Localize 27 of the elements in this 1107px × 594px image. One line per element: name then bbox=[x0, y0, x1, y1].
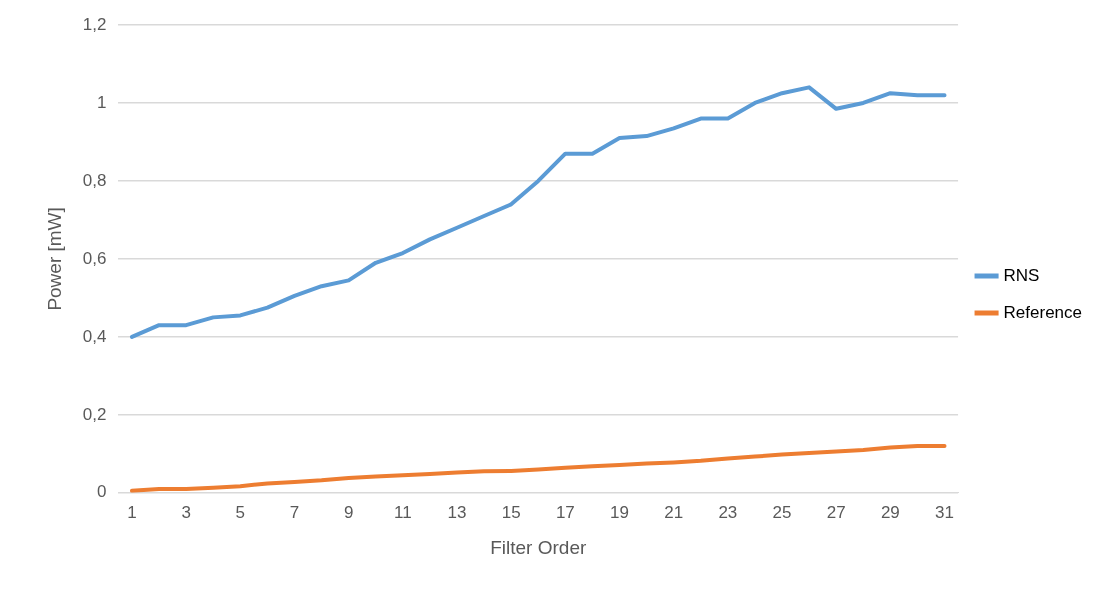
y-tick-label: 0,4 bbox=[82, 326, 107, 346]
y-tick-label: 0,8 bbox=[82, 170, 107, 190]
x-tick-label: 27 bbox=[826, 502, 846, 522]
x-tick-label: 29 bbox=[880, 502, 900, 522]
legend-label: Reference bbox=[1003, 302, 1082, 322]
x-tick-label: 21 bbox=[664, 502, 684, 522]
x-tick-label: 23 bbox=[718, 502, 738, 522]
x-tick-label: 1 bbox=[127, 502, 137, 522]
y-tick-label: 0 bbox=[96, 482, 107, 502]
x-tick-label: 25 bbox=[772, 502, 792, 522]
y-tick-label: 1,2 bbox=[82, 14, 107, 34]
y-tick-label: 0,2 bbox=[82, 404, 107, 424]
x-tick-label: 13 bbox=[447, 502, 467, 522]
x-tick-label: 17 bbox=[555, 502, 575, 522]
x-tick-label: 19 bbox=[610, 502, 629, 522]
x-tick-label: 5 bbox=[235, 502, 246, 522]
x-tick-label: 15 bbox=[501, 502, 521, 522]
y-tick-label: 0,6 bbox=[82, 248, 107, 268]
x-axis-title: Filter Order bbox=[490, 536, 587, 558]
x-tick-label: 9 bbox=[343, 502, 354, 522]
x-tick-label: 11 bbox=[394, 502, 412, 522]
legend-label: RNS bbox=[1003, 265, 1040, 285]
y-tick-label: 1 bbox=[96, 92, 107, 112]
x-tick-label: 7 bbox=[289, 502, 300, 522]
x-tick-label: 31 bbox=[935, 502, 954, 522]
y-axis-title: Power [mW] bbox=[43, 207, 65, 311]
x-tick-label: 3 bbox=[181, 502, 191, 522]
